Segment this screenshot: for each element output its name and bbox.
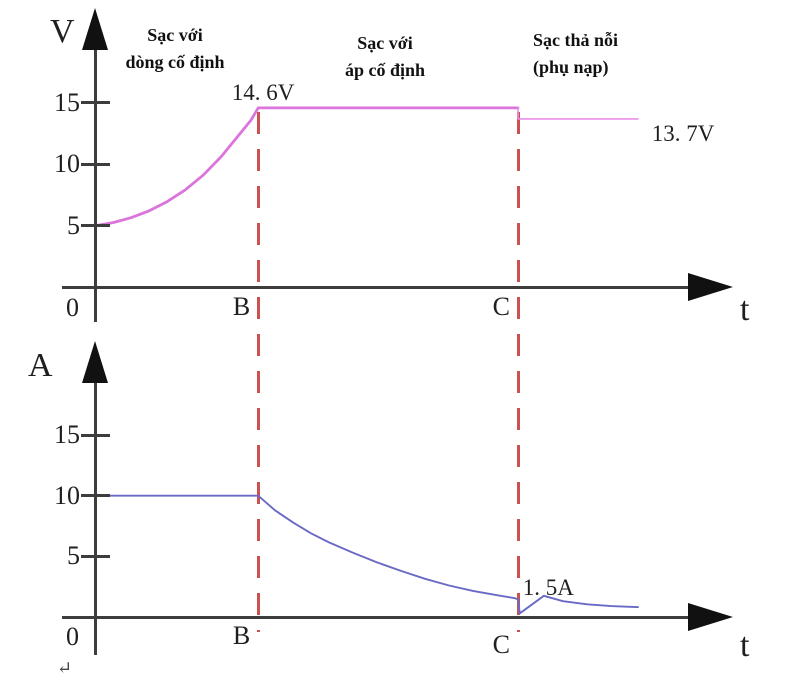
phase-label-line: dòng cố định: [125, 52, 225, 72]
y-tick: [81, 224, 110, 228]
y-tick: [81, 101, 110, 105]
voltage-x-axis-arrow-icon: [688, 273, 733, 301]
phase-constant-current-label: Sạc với dòng cố định: [106, 22, 244, 76]
y-tick-label: 5: [67, 541, 80, 571]
current-y-axis-arrow-icon: [82, 341, 108, 383]
current-x-axis: [62, 615, 690, 619]
phase-label-line: Sạc thả nỗi: [533, 30, 619, 50]
phase-label-line: Sạc với: [357, 33, 413, 53]
y-tick: [81, 494, 110, 498]
voltage-marker-c: C: [492, 292, 510, 321]
voltage-time-axis-label: t: [740, 291, 750, 328]
current-time-axis-label: t: [740, 627, 750, 664]
current-y-axis: [93, 362, 97, 655]
voltage-y-axis-arrow-icon: [82, 8, 108, 50]
current-marker-c: C: [492, 630, 510, 659]
phase-constant-voltage-label: Sạc với áp cố định: [316, 30, 454, 84]
y-tick-label: 10: [54, 149, 80, 179]
y-tick-label: 10: [54, 480, 80, 510]
phase-label-line: (phụ nạp): [533, 57, 609, 77]
float-voltage-annotation: 13. 7V: [651, 120, 715, 146]
voltage-marker-b: B: [232, 292, 251, 321]
phase-label-line: áp cố định: [344, 60, 426, 80]
current-marker-b: B: [232, 621, 251, 650]
y-tick: [81, 162, 110, 166]
voltage-origin-label: 0: [66, 293, 79, 322]
current-axis-label: A: [28, 347, 53, 384]
y-tick-label: 15: [54, 87, 80, 117]
phase-boundary-b-line: [256, 112, 260, 632]
current-x-axis-arrow-icon: [688, 603, 733, 631]
voltage-y-axis: [93, 30, 97, 322]
phase-label-line: Sạc với: [147, 25, 203, 45]
return-mark-artifact: ↵: [57, 658, 73, 678]
charging-voltage-curve: [93, 106, 520, 228]
phase-float-charge-label: Sạc thả nỗi (phụ nạp): [533, 27, 703, 81]
voltage-x-axis: [62, 285, 690, 289]
float-voltage-curve: [517, 107, 639, 120]
y-tick-label: 5: [67, 210, 80, 240]
voltage-axis-label: V: [50, 13, 75, 50]
phase-boundary-c-line: [516, 112, 520, 632]
y-tick: [81, 554, 110, 558]
y-tick-label: 15: [54, 420, 80, 450]
current-origin-label: 0: [66, 622, 79, 651]
y-tick: [81, 433, 110, 437]
float-current-annotation: 1. 5A: [522, 575, 574, 601]
bulk-voltage-annotation: 14. 6V: [231, 80, 295, 106]
